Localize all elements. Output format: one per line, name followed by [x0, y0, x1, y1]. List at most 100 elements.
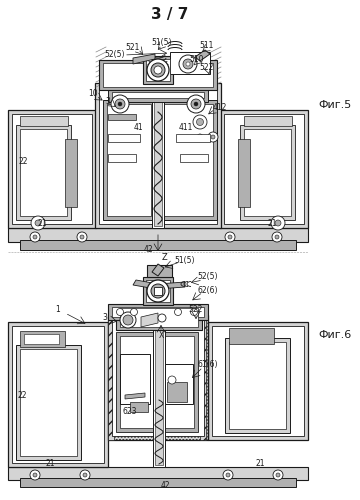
- Circle shape: [111, 95, 129, 113]
- Bar: [165, 364, 193, 404]
- Text: 52(5): 52(5): [105, 50, 125, 58]
- Bar: [12, 114, 92, 224]
- Circle shape: [183, 59, 193, 69]
- Bar: [176, 134, 210, 142]
- Bar: [112, 319, 204, 436]
- Bar: [24, 334, 59, 344]
- Bar: [154, 65, 162, 226]
- Circle shape: [120, 312, 136, 328]
- Bar: [20, 331, 65, 347]
- Circle shape: [271, 216, 285, 230]
- Circle shape: [197, 118, 203, 126]
- Polygon shape: [133, 54, 155, 64]
- Text: 42: 42: [160, 480, 170, 490]
- Text: 22: 22: [18, 158, 28, 166]
- Text: 41: 41: [133, 122, 143, 132]
- Text: 1: 1: [56, 306, 60, 314]
- Text: 412: 412: [213, 102, 227, 112]
- Text: 21: 21: [37, 220, 47, 228]
- Bar: [154, 287, 162, 295]
- Circle shape: [175, 308, 181, 316]
- Text: 22: 22: [17, 390, 27, 400]
- Bar: [180, 154, 208, 162]
- Bar: [212, 326, 304, 436]
- Circle shape: [191, 99, 201, 109]
- Bar: [8, 467, 308, 480]
- Bar: [208, 322, 308, 440]
- Circle shape: [80, 470, 90, 480]
- Text: 3: 3: [105, 98, 111, 106]
- Bar: [20, 349, 77, 456]
- Text: 21: 21: [45, 460, 55, 468]
- Circle shape: [272, 232, 282, 242]
- Circle shape: [117, 308, 123, 316]
- Circle shape: [33, 235, 37, 239]
- Polygon shape: [141, 313, 158, 327]
- Circle shape: [211, 135, 215, 139]
- Polygon shape: [133, 280, 158, 289]
- Polygon shape: [195, 50, 210, 61]
- Bar: [153, 307, 165, 467]
- Circle shape: [147, 59, 169, 81]
- Bar: [240, 125, 295, 220]
- Circle shape: [168, 376, 176, 384]
- Bar: [120, 336, 154, 428]
- Circle shape: [194, 102, 198, 106]
- Text: 623: 623: [123, 408, 137, 416]
- Bar: [8, 110, 96, 228]
- Polygon shape: [158, 282, 185, 289]
- Circle shape: [275, 220, 281, 226]
- Bar: [20, 240, 296, 250]
- Circle shape: [187, 95, 205, 113]
- Bar: [120, 354, 150, 404]
- Circle shape: [30, 470, 40, 480]
- Text: 52(5): 52(5): [198, 272, 218, 281]
- Bar: [108, 90, 208, 102]
- Text: 61(6): 61(6): [198, 360, 218, 370]
- Circle shape: [151, 63, 165, 77]
- Circle shape: [193, 115, 207, 129]
- Circle shape: [31, 216, 45, 230]
- Text: Фиг.6: Фиг.6: [318, 330, 351, 340]
- Circle shape: [223, 470, 233, 480]
- Bar: [225, 338, 290, 433]
- Circle shape: [115, 99, 125, 109]
- Bar: [116, 305, 202, 330]
- Circle shape: [273, 470, 283, 480]
- Circle shape: [186, 62, 190, 66]
- Bar: [112, 307, 204, 317]
- Polygon shape: [125, 393, 145, 399]
- Text: Фиг.5: Фиг.5: [318, 100, 351, 110]
- Bar: [164, 104, 213, 216]
- Circle shape: [30, 232, 40, 242]
- Bar: [130, 402, 148, 412]
- Bar: [65, 139, 77, 207]
- Circle shape: [154, 66, 162, 74]
- Bar: [167, 382, 187, 402]
- Text: 51(5): 51(5): [175, 256, 195, 264]
- Bar: [99, 60, 217, 90]
- Text: 21: 21: [255, 460, 265, 468]
- Bar: [108, 315, 208, 440]
- Circle shape: [83, 473, 87, 477]
- Text: 21: 21: [267, 220, 277, 228]
- Bar: [160, 332, 198, 432]
- Text: 3 / 7: 3 / 7: [151, 8, 189, 22]
- Bar: [107, 104, 151, 216]
- Circle shape: [179, 55, 197, 73]
- Bar: [8, 228, 308, 242]
- Bar: [16, 345, 81, 460]
- Bar: [155, 309, 163, 465]
- Bar: [229, 328, 274, 344]
- Bar: [200, 305, 206, 440]
- Text: X: X: [158, 330, 164, 340]
- Circle shape: [118, 102, 122, 106]
- Circle shape: [123, 315, 133, 325]
- Bar: [244, 116, 292, 126]
- Bar: [103, 100, 155, 220]
- Text: 51(5): 51(5): [152, 38, 172, 46]
- Bar: [8, 322, 108, 467]
- Bar: [16, 125, 71, 220]
- Bar: [147, 265, 172, 277]
- Text: 42: 42: [143, 246, 153, 254]
